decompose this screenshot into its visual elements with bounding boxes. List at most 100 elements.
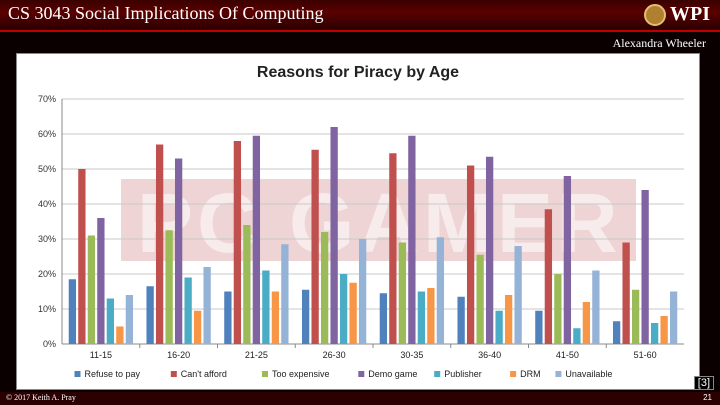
bar-drm [349, 282, 357, 344]
bar-demo-game [641, 190, 649, 344]
bar-unavailable [514, 246, 522, 344]
legend-label: Refuse to pay [85, 369, 141, 379]
legend-label: Too expensive [272, 369, 330, 379]
bar-too-expensive [243, 225, 251, 344]
y-tick-label: 0% [43, 339, 56, 349]
bar-unavailable [436, 237, 445, 344]
bar-chart: 0% 10% 20% 30% 40% 50% 60% 70% 11-15 16-20 21-25 26… [38, 94, 684, 379]
wpi-logo-text: WPI [670, 3, 710, 25]
legend-label: Can't afford [181, 369, 227, 379]
watermark-logo: PC GAMER [137, 176, 622, 270]
bar-too-expensive [165, 230, 173, 344]
bar-can-t-afford [311, 149, 319, 344]
bar-publisher [650, 323, 659, 344]
legend-swatch [170, 371, 177, 377]
legend-swatch [74, 371, 81, 377]
bar-publisher [495, 310, 503, 344]
bar-demo-game [563, 176, 572, 344]
bar-demo-game [97, 218, 105, 344]
bar-refuse-to-pay [68, 279, 77, 344]
legend-label: Demo game [368, 369, 417, 379]
legend-label: DRM [520, 369, 541, 379]
wpi-logo: WPI [644, 3, 710, 26]
bar-drm [660, 316, 668, 344]
wpi-seal-icon [644, 3, 666, 26]
chart-container: PC GAMER 0% 10% 20% 30% 40% 50% 60% 70% 11-15 16-… [16, 53, 700, 390]
citation-ref[interactable]: [3] [693, 376, 714, 390]
legend-label: Unavailable [565, 369, 612, 379]
author-name: Alexandra Wheeler [612, 36, 706, 50]
y-tick-label: 70% [38, 94, 56, 104]
footer-bar: © 2017 Keith A. Pray 21 [0, 392, 720, 405]
legend-swatch [510, 371, 517, 377]
bar-refuse-to-pay [457, 296, 465, 344]
bar-demo-game [485, 156, 494, 344]
bar-publisher [339, 274, 348, 344]
bar-publisher [262, 270, 270, 344]
bar-demo-game [174, 158, 183, 344]
y-tick-label: 40% [38, 199, 56, 209]
x-tick-label: 26-30 [323, 350, 346, 360]
bar-too-expensive [398, 242, 407, 344]
bar-too-expensive [554, 274, 562, 344]
chart-title: Reasons for Piracy by Age [256, 64, 460, 81]
bar-demo-game [252, 135, 261, 344]
bar-unavailable [358, 239, 367, 344]
bar-drm [504, 295, 513, 344]
bar-too-expensive [87, 235, 96, 344]
bar-can-t-afford [466, 165, 475, 344]
bar-drm [427, 288, 435, 344]
bar-unavailable [669, 291, 678, 344]
bar-demo-game [330, 127, 338, 344]
bar-can-t-afford [233, 141, 242, 344]
bar-can-t-afford [622, 242, 630, 344]
bar-refuse-to-pay [535, 310, 543, 344]
y-tick-label: 50% [38, 164, 56, 174]
bar-publisher [106, 298, 115, 344]
legend-swatch [434, 371, 441, 377]
y-tick-label: 60% [38, 129, 56, 139]
x-tick-label: 51-60 [634, 350, 657, 360]
bar-drm [193, 310, 202, 344]
bar-unavailable [203, 267, 211, 344]
x-tick-label: 30-35 [400, 350, 423, 360]
bar-unavailable [281, 244, 289, 344]
bar-unavailable [125, 295, 134, 344]
bar-refuse-to-pay [301, 289, 310, 344]
bar-unavailable [592, 270, 600, 344]
legend-label: Publisher [444, 369, 482, 379]
y-tick-label: 10% [38, 304, 56, 314]
y-tick-label: 30% [38, 234, 56, 244]
page-number: 21 [703, 393, 712, 402]
bar-publisher [417, 291, 426, 344]
bar-refuse-to-pay [612, 321, 621, 344]
legend-swatch [358, 371, 365, 377]
bar-can-t-afford [155, 144, 164, 344]
course-title: CS 3043 Social Implications Of Computing [8, 3, 324, 23]
bar-publisher [573, 328, 581, 344]
bar-demo-game [408, 135, 416, 344]
y-tick-label: 20% [38, 269, 56, 279]
bar-drm [116, 326, 124, 344]
x-tick-label: 36-40 [478, 350, 501, 360]
legend-swatch [262, 371, 268, 377]
bar-too-expensive [631, 289, 640, 344]
bar-drm [582, 302, 591, 344]
bar-can-t-afford [544, 209, 553, 344]
bar-refuse-to-pay [146, 286, 154, 344]
bar-publisher [184, 277, 192, 344]
x-tick-label: 11-15 [90, 350, 112, 360]
bar-refuse-to-pay [379, 293, 388, 344]
legend-swatch [555, 371, 562, 377]
bar-refuse-to-pay [224, 291, 232, 344]
x-tick-label: 21-25 [245, 350, 268, 360]
x-tick-label: 16-20 [167, 350, 190, 360]
x-tick-label: 41-50 [556, 350, 579, 360]
bar-too-expensive [320, 232, 329, 344]
header-divider [0, 30, 720, 32]
bar-too-expensive [476, 254, 484, 344]
title-bar: CS 3043 Social Implications Of Computing… [0, 0, 720, 30]
bar-can-t-afford [389, 153, 397, 344]
bar-drm [271, 291, 280, 344]
bar-can-t-afford [78, 169, 86, 344]
